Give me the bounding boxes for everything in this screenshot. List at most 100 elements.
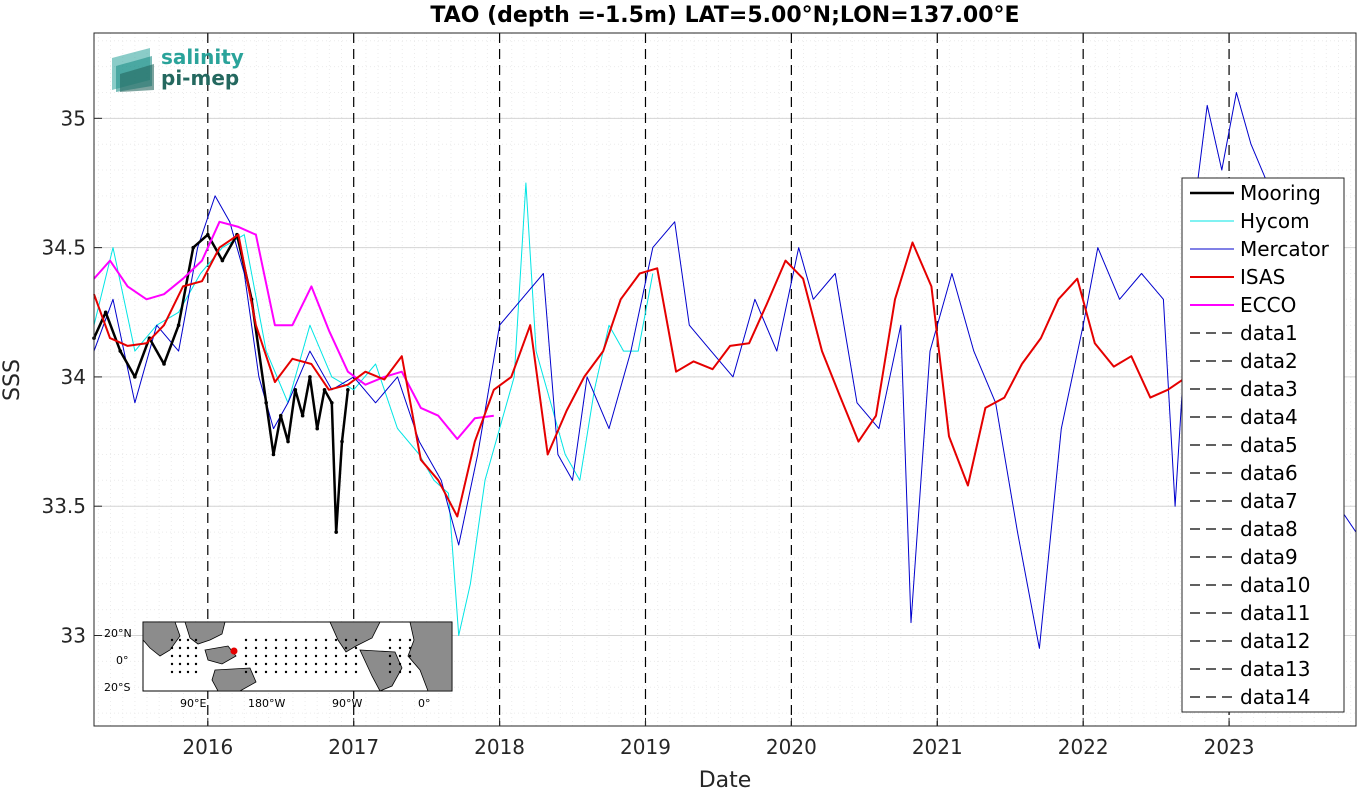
mooring-point [162,362,166,366]
mooring-site-dot [264,646,268,650]
legend-label: data1 [1240,321,1298,345]
legend-label: data5 [1240,433,1298,457]
mooring-point [340,439,344,444]
x-axis-label: Date [699,768,752,790]
mooring-site-dot [334,638,338,642]
mooring-site-dot [344,638,348,642]
mooring-site-dot [334,654,338,658]
mooring-site-dot [264,654,268,658]
station-marker [230,647,238,655]
inset-lon-label: 90°E [180,697,206,710]
x-tick-label: 2018 [474,735,525,759]
mooring-point [191,245,196,250]
mooring-point [315,426,320,431]
mooring-site-dot [398,662,402,666]
mooring-point [118,349,123,353]
mooring-site-dot [254,654,258,658]
series-layer [92,92,1357,649]
mooring-site-dot [408,662,412,666]
mooring-point [133,375,137,379]
x-tick-label: 2023 [1204,735,1255,759]
inset-lon-label: 90°W [332,697,362,710]
legend-label: data6 [1240,461,1298,485]
mooring-site-dot [264,662,268,666]
mooring-site-dot [344,646,348,650]
y-tick-label: 35 [61,106,86,130]
legend-label: ISAS [1240,265,1285,289]
mooring-site-dot [178,638,182,642]
mooring-site-dot [178,646,182,650]
mooring-site-dot [398,670,402,674]
mooring-site-dot [354,662,358,666]
legend-label: data14 [1240,685,1311,709]
mooring-site-dot [388,662,392,666]
mooring-site-dot [388,654,392,658]
mooring-site-dot [186,646,190,650]
mooring-site-dot [274,646,278,650]
mooring-site-dot [274,662,278,666]
series-line-isas [93,233,1205,518]
mooring-site-dot [324,638,328,642]
legend-label: data9 [1240,545,1298,569]
mooring-site-dot [398,654,402,658]
mooring-site-dot [284,662,288,666]
mooring-point [308,375,312,379]
legend-label: data2 [1240,349,1298,373]
mooring-site-dot [294,662,298,666]
mooring-site-dot [388,670,392,674]
mooring-site-dot [186,654,190,658]
legend-label: data4 [1240,405,1298,429]
mooring-site-dot [186,662,190,666]
mooring-site-dot [354,646,358,650]
series-line-hycom [93,182,654,636]
mooring-site-dot [284,646,288,650]
mooring-site-dot [294,654,298,658]
inset-map: 20°N 0° 20°S 90°E 180°W 90°W 0° [104,621,453,710]
mooring-site-dot [388,638,392,642]
legend-label: data3 [1240,377,1298,401]
mooring-site-dot [178,654,182,658]
mooring-site-dot [324,662,328,666]
mooring-site-dot [178,670,182,674]
legend-label: data12 [1240,629,1311,653]
legend-label: data13 [1240,657,1311,681]
mooring-site-dot [194,670,198,674]
mooring-site-dot [194,638,198,642]
mooring-site-dot [170,670,174,674]
series-line-ecco [93,220,494,440]
mooring-point [330,400,334,405]
mooring-site-dot [170,646,174,650]
mooring-site-dot [186,638,190,642]
mooring-site-dot [294,638,298,642]
mooring-point [220,258,225,263]
mooring-site-dot [304,654,308,658]
mooring-site-dot [244,646,248,650]
mooring-site-dot [244,670,248,674]
mooring-site-dot [388,646,392,650]
legend-label: Mooring [1240,181,1321,205]
legend-label: Mercator [1240,237,1330,261]
mooring-site-dot [186,670,190,674]
inset-lat-label: 20°S [104,681,130,694]
mooring-site-dot [324,654,328,658]
mooring-point [103,310,108,315]
mooring-site-dot [170,638,174,642]
mooring-site-dot [324,646,328,650]
x-tick-label: 2017 [328,735,379,759]
mooring-point [293,388,298,392]
y-tick-label: 33.5 [41,494,86,518]
mooring-point [264,400,268,405]
inset-lat-label: 20°N [104,627,132,640]
mooring-point [176,323,181,327]
legend-label: ECCO [1240,293,1296,317]
mooring-site-dot [244,638,248,642]
mooring-site-dot [408,654,412,658]
mooring-site-dot [314,670,318,674]
legend: Mooring Hycom Mercator ISAS ECCO data1 data2 da… [1181,177,1345,713]
x-tick-label: 2016 [182,735,233,759]
mooring-site-dot [354,638,358,642]
mooring-site-dot [314,654,318,658]
mooring-point [278,413,283,418]
mooring-site-dot [274,670,278,674]
